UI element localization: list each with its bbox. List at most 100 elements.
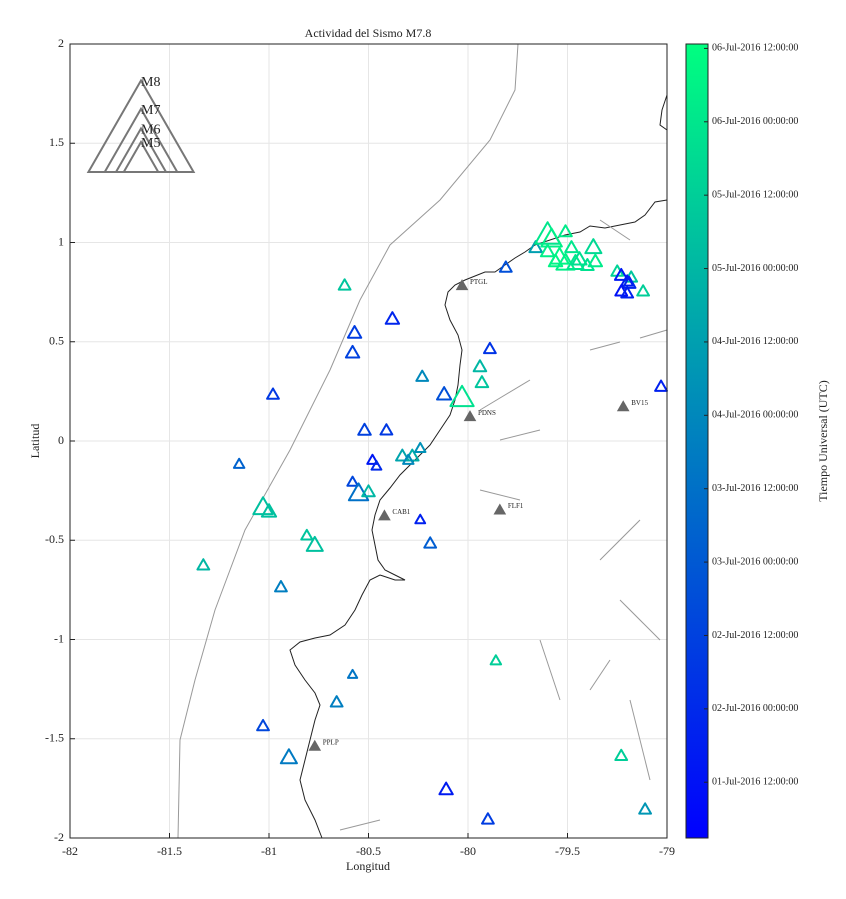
earthquake-marker: [366, 453, 379, 465]
y-tick-label: 0: [58, 433, 64, 447]
earthquake-marker: [415, 369, 430, 382]
station-label: PDNS: [478, 409, 496, 417]
earthquake-marker: [256, 718, 270, 732]
earthquake-marker: [566, 254, 585, 271]
earthquake-marker: [379, 423, 394, 436]
station-marker: [463, 410, 477, 422]
faults: [339, 219, 668, 831]
colorbar-tick-label: 05-Jul-2016 00:00:00: [712, 263, 798, 274]
earthquake-marker: [196, 558, 211, 571]
x-tick-label: -82: [62, 844, 78, 858]
earthquake-marker: [449, 384, 475, 408]
earthquake-marker: [498, 260, 513, 273]
earthquake-marker: [614, 284, 629, 297]
colorbar-tick-label: 04-Jul-2016 00:00:00: [712, 410, 798, 421]
station-marker: [616, 400, 630, 412]
earthquake-marker: [370, 460, 383, 471]
earthquake-marker: [395, 448, 410, 462]
colorbar-tick-label: 01-Jul-2016 12:00:00: [712, 777, 798, 788]
x-tick-label: -79: [659, 844, 675, 858]
station-marker: [378, 509, 391, 521]
earthquake-marker: [638, 802, 653, 815]
earthquake-marker: [472, 359, 488, 373]
station-label: FLF1: [508, 502, 524, 510]
y-tick-label: 2: [58, 36, 64, 50]
trench-line: [177, 43, 519, 839]
earthquake-marker: [480, 812, 495, 825]
station-marker: [308, 739, 322, 751]
colorbar-tick-label: 02-Jul-2016 12:00:00: [712, 630, 798, 641]
station-label: CAB1: [392, 508, 410, 516]
earthquake-marker: [329, 695, 344, 708]
earthquake-marker: [414, 513, 427, 525]
earthquake-marker: [279, 748, 298, 765]
colorbar-tick-label: 02-Jul-2016 00:00:00: [712, 703, 798, 714]
x-tick-label: -80: [460, 844, 476, 858]
earthquake-marker: [423, 536, 438, 549]
colorbar-tick-label: 03-Jul-2016 00:00:00: [712, 556, 798, 567]
station-label: BV15: [631, 399, 648, 407]
earthquake-marker: [346, 325, 363, 339]
earthquake-marker: [346, 475, 359, 487]
size-legend-label: M7: [141, 103, 160, 118]
size-legend-label: M6: [141, 123, 160, 138]
earthquake-marker: [337, 278, 352, 291]
station-marker: [455, 279, 469, 291]
earthquake-marker: [558, 224, 573, 238]
colorbar-tick-label: 06-Jul-2016 12:00:00: [712, 43, 798, 54]
earthquake-marker: [300, 528, 314, 541]
earthquake-marker: [344, 344, 361, 359]
earthquake-marker: [232, 457, 246, 469]
colorbar-tick-label: 06-Jul-2016 00:00:00: [712, 116, 798, 127]
earthquake-marker: [357, 422, 372, 436]
earthquake-marker: [584, 238, 603, 255]
station-marker: [493, 503, 507, 515]
station-label: PPLP: [323, 738, 339, 746]
earthquake-marker: [402, 453, 415, 465]
earthquake-marker: [347, 482, 370, 502]
earthquake-marker: [540, 227, 563, 248]
y-tick-label: -1.5: [45, 731, 64, 745]
earthquake-marker: [620, 286, 635, 299]
earthquake-marker: [613, 267, 629, 281]
earthquake-marker: [346, 668, 359, 679]
y-tick-label: 1.5: [49, 135, 64, 149]
colorbar-tick-label: 03-Jul-2016 12:00:00: [712, 483, 798, 494]
y-axis-label: Latitud: [28, 424, 42, 459]
earthquake-marker: [260, 503, 278, 518]
colorbar-label: Tiempo Universal (UTC): [816, 380, 830, 502]
earthquake-marker: [528, 240, 543, 254]
chart-title: Actividad del Sismo M7.8: [305, 26, 432, 40]
y-tick-label: -2: [54, 830, 64, 844]
x-tick-label: -80.5: [356, 844, 381, 858]
colorbar: [685, 43, 709, 839]
earthquake-marker: [274, 580, 288, 593]
earthquake-marker: [564, 240, 579, 254]
y-tick-label: 0.5: [49, 334, 64, 348]
earthquake-marker: [539, 243, 556, 258]
colorbar-tick-label: 05-Jul-2016 12:00:00: [712, 189, 798, 200]
x-tick-label: -81.5: [157, 844, 182, 858]
earthquake-marker: [474, 375, 490, 389]
earthquake-marker: [436, 386, 453, 401]
size-legend-label: M5: [141, 136, 160, 151]
earthquake-marker: [587, 253, 604, 268]
y-tick-label: -0.5: [45, 532, 64, 546]
earthquake-marker: [489, 654, 503, 666]
coastline: [659, 94, 668, 131]
y-tick-label: -1: [54, 631, 64, 645]
x-tick-label: -79.5: [555, 844, 580, 858]
earthquake-marker: [621, 275, 637, 289]
marks: PTGL PDNS CAB1 FLF1 BV15 PPLP: [196, 221, 668, 825]
station-label: PTGL: [470, 278, 488, 286]
earthquake-marker: [654, 379, 668, 392]
size-legend-marker: [122, 139, 160, 173]
earthquake-marker: [555, 252, 576, 271]
size-legend-label: M8: [141, 75, 160, 90]
earthquake-marker: [305, 535, 324, 552]
x-axis-label: Longitud: [346, 859, 390, 873]
earthquake-marker: [482, 341, 497, 355]
y-tick-label: 1: [58, 234, 64, 248]
earthquake-marker: [547, 253, 564, 268]
